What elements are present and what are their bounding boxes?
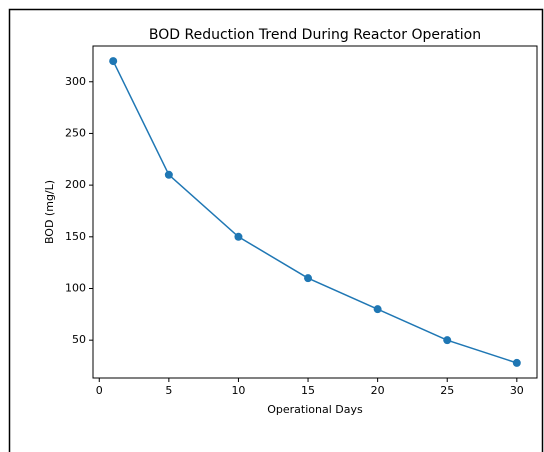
chart-title: BOD Reduction Trend During Reactor Opera… — [149, 27, 481, 43]
y-tick-label: 250 — [65, 126, 86, 139]
point — [164, 170, 173, 179]
y-tick-label: 100 — [65, 281, 86, 294]
point — [373, 305, 382, 314]
x-tick-label: 15 — [301, 384, 315, 397]
line — [112, 60, 518, 364]
point — [512, 358, 521, 367]
y-tick-label: 50 — [72, 333, 86, 346]
y-tick-label: 200 — [65, 178, 86, 191]
point — [304, 274, 313, 283]
x-tick-label: 0 — [96, 384, 103, 397]
x-tick-label: 30 — [510, 384, 524, 397]
y-tick-label: 300 — [65, 75, 86, 88]
x-tick-label: 5 — [165, 384, 172, 397]
point — [109, 57, 118, 66]
x-axis-label: Operational Days — [267, 403, 363, 416]
point — [234, 232, 243, 241]
x-tick-label: 20 — [371, 384, 385, 397]
x-tick-label: 10 — [231, 384, 245, 397]
point — [443, 336, 452, 345]
y-tick-label: 150 — [65, 230, 86, 243]
frame — [8, 8, 544, 452]
y-axis-label: BOD (mg/L) — [43, 180, 56, 244]
x-tick-label: 25 — [440, 384, 454, 397]
plot-area — [92, 45, 538, 379]
